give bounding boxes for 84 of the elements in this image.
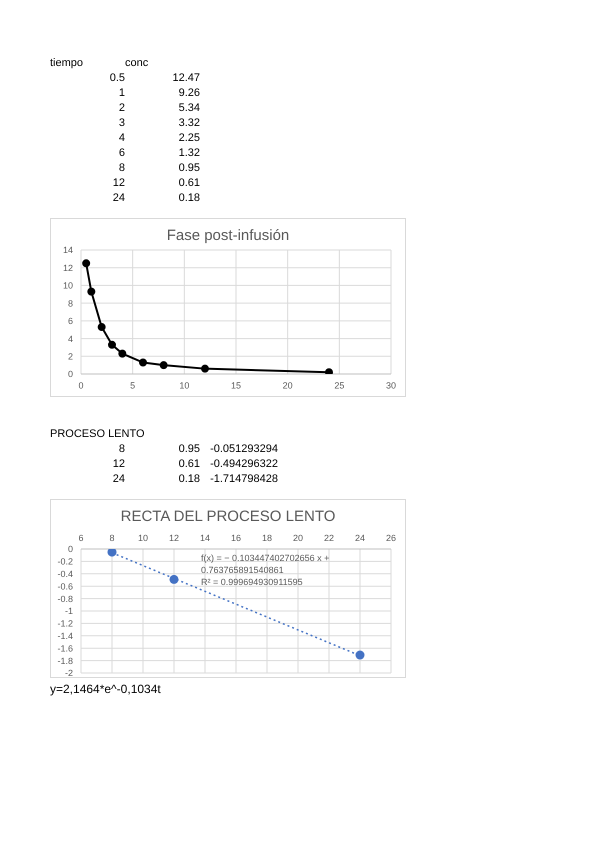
text: 8 (118, 442, 125, 457)
text: 24 (112, 191, 125, 206)
point (139, 358, 147, 366)
x-tick-label: 12 (168, 533, 180, 543)
y-tick-label: 14 (62, 245, 73, 256)
x-tick-label: 0 (78, 380, 84, 390)
point (82, 259, 90, 268)
y-tick-label: 2 (68, 351, 73, 362)
text: tiempo (50, 56, 84, 71)
x-tick-label: 15 (230, 380, 242, 390)
x-tick-label: 8 (109, 533, 115, 543)
y-tick-label: -1 (64, 606, 73, 616)
y-tick-label: -0.8 (57, 594, 73, 604)
text: 3.32 (178, 116, 200, 131)
text: 9.26 (178, 86, 200, 101)
x-tick-label: 26 (386, 533, 396, 543)
text: 0.61 (178, 176, 200, 191)
text: 2.25 (178, 131, 200, 146)
chart-title: RECTA DEL PROCESO LENTO (120, 507, 336, 527)
point (160, 361, 168, 370)
point (325, 368, 333, 374)
x-tick-label: 6 (78, 533, 84, 543)
point (355, 650, 365, 660)
y-tick-label: -1.8 (57, 656, 73, 666)
text: y=2,1464*e^-0,1034t (50, 682, 162, 696)
x-tick-label: 10 (138, 533, 148, 543)
annotation: R² = 0.999694930911595 (201, 576, 304, 588)
x-tick-label: 22 (324, 533, 334, 543)
y-tick-label: 6 (68, 316, 73, 326)
point (118, 350, 126, 358)
x-tick-label: 25 (334, 380, 344, 390)
x-tick-label: 5 (130, 380, 136, 390)
y-tick-label: 4 (68, 334, 73, 344)
y-tick-label: -0.4 (57, 568, 73, 579)
text: 24 (112, 472, 125, 487)
text: 0.95 (178, 442, 200, 457)
text: -0.494296322 (209, 457, 278, 472)
annotation: f(x) = − 0.103447402702656 x + 0.763765891540861 (201, 552, 330, 576)
x-tick-label: 20 (292, 533, 304, 543)
text: 2 (118, 101, 125, 116)
text: 1.32 (178, 146, 200, 161)
point (169, 574, 179, 584)
text: 8 (118, 161, 125, 176)
text: -0.051293294 (209, 442, 278, 457)
y-tick-label: -1.2 (57, 618, 73, 629)
text: conc (125, 56, 148, 71)
text: 12.47 (171, 71, 200, 86)
y-tick-label: 8 (68, 298, 73, 308)
x-tick-label: 16 (230, 533, 242, 543)
text: 0.5 (108, 71, 125, 86)
text: 1 (118, 86, 125, 101)
text: 6 (118, 146, 125, 161)
text: 12 (112, 457, 125, 472)
y-tick-label: -1.6 (57, 643, 73, 654)
text: 3 (118, 116, 125, 131)
y-tick-label: 0 (68, 544, 73, 554)
text: PROCESO LENTO (50, 427, 146, 442)
point (87, 288, 96, 296)
text: 0.95 (178, 161, 200, 176)
text: 5.34 (178, 101, 200, 116)
chart-title: Fase post-infusión (166, 226, 290, 246)
text: 0.18 (178, 472, 200, 487)
y-tick-label: -0.2 (57, 556, 73, 567)
point (98, 323, 106, 332)
y-tick-label: 0 (68, 369, 73, 380)
point (107, 549, 117, 557)
x-tick-label: 20 (282, 380, 293, 390)
y-tick-label: 10 (62, 280, 73, 291)
x-tick-label: 10 (179, 380, 190, 390)
x-tick-label: 18 (262, 533, 272, 543)
y-tick-label: 12 (62, 262, 73, 273)
text: 0.61 (178, 457, 200, 472)
text: 12 (112, 176, 125, 191)
text: 0.18 (178, 191, 200, 206)
point (201, 364, 209, 373)
x-tick-label: 30 (386, 380, 396, 390)
x-tick-label: 14 (200, 533, 210, 543)
text: 4 (118, 131, 125, 146)
y-tick-label: -0.6 (57, 581, 73, 592)
y-tick-label: -1.4 (57, 630, 73, 641)
y-tick-label: -2 (64, 668, 73, 678)
text: -1.714798428 (209, 472, 278, 487)
x-tick-label: 24 (354, 533, 366, 543)
point (108, 340, 116, 349)
